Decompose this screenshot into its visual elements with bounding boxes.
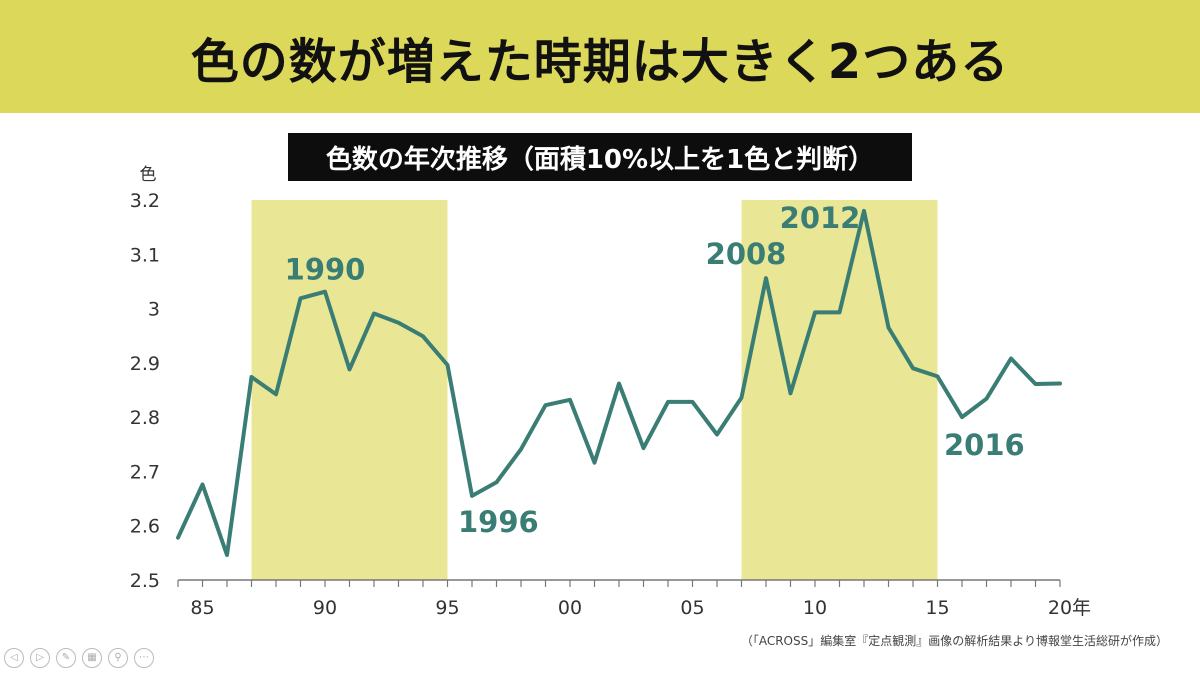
more-options-icon[interactable]: ⋯ xyxy=(134,648,154,668)
x-tick-label: 90 xyxy=(313,597,337,619)
y-tick-label: 2.9 xyxy=(130,353,160,375)
x-tick-label: 85 xyxy=(190,597,214,619)
annotation-label: 1990 xyxy=(285,253,366,287)
y-axis-label: 色 xyxy=(140,165,157,185)
annotation-label: 2016 xyxy=(944,428,1025,462)
annotation-label: 2008 xyxy=(706,237,787,271)
slide-controls: ◁ ▷ ✎ ▦ ⚲ ⋯ xyxy=(4,648,154,668)
pen-icon[interactable]: ✎ xyxy=(56,648,76,668)
title-banner: 色の数が増えた時期は大きく2つある xyxy=(0,0,1200,113)
y-tick-label: 3 xyxy=(148,299,160,321)
x-tick-label: 10 xyxy=(803,597,827,619)
prev-slide-icon[interactable]: ◁ xyxy=(4,648,24,668)
x-tick-label: 20 xyxy=(1048,597,1072,619)
zoom-icon[interactable]: ⚲ xyxy=(108,648,128,668)
y-tick-label: 3.2 xyxy=(130,190,160,212)
x-axis-unit-label: 年 xyxy=(1072,597,1091,619)
y-tick-label: 2.8 xyxy=(130,407,160,429)
x-tick-label: 05 xyxy=(680,597,704,619)
y-tick-label: 2.5 xyxy=(130,570,160,592)
slides-grid-icon[interactable]: ▦ xyxy=(82,648,102,668)
x-tick-label: 15 xyxy=(925,597,949,619)
source-note: （「ACROSS」編集室『定点観測』画像の解析結果より博報堂生活総研が作成） xyxy=(740,634,1168,648)
annotation-label: 1996 xyxy=(458,505,539,539)
highlight-band-2 xyxy=(741,200,938,580)
x-tick-label: 95 xyxy=(435,597,459,619)
page-title: 色の数が増えた時期は大きく2つある xyxy=(190,33,1010,90)
series-line xyxy=(176,208,1062,557)
y-tick-label: 2.6 xyxy=(130,516,160,538)
next-slide-icon[interactable]: ▷ xyxy=(30,648,50,668)
highlight-band-1 xyxy=(251,200,448,580)
y-tick-label: 2.7 xyxy=(130,461,160,483)
chart-title: 色数の年次推移（面積10%以上を1色と判断） xyxy=(288,133,912,181)
annotation-label: 2012 xyxy=(780,201,861,235)
x-tick-label: 00 xyxy=(558,597,582,619)
y-tick-label: 3.1 xyxy=(130,244,160,266)
